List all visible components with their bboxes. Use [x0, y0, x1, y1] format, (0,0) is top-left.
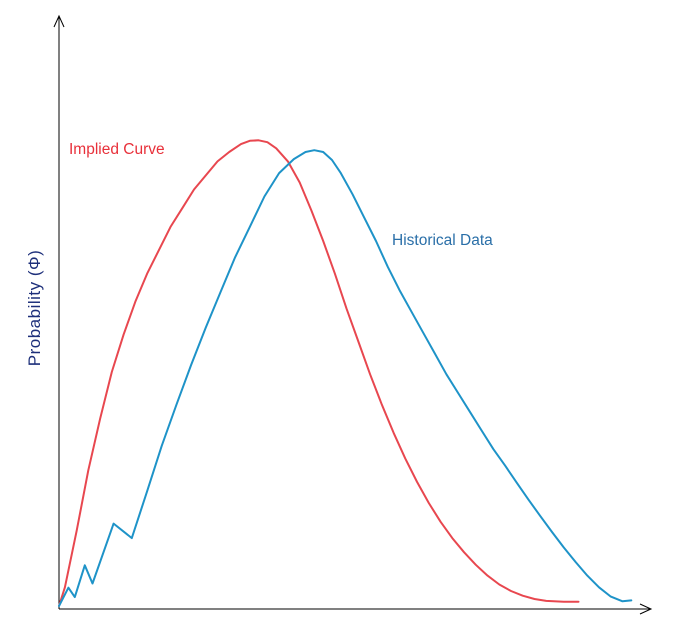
- series-label-historical: Historical Data: [392, 232, 493, 249]
- y-axis-arrow: [53, 14, 65, 28]
- series-label-implied: Implied Curve: [69, 141, 165, 158]
- y-axis-label: Probability (Φ): [25, 250, 44, 366]
- x-axis-arrow: [639, 603, 653, 615]
- series-line-historical-data: [58, 149, 633, 607]
- series-group: [58, 139, 633, 607]
- series-line-implied-curve: [58, 139, 580, 607]
